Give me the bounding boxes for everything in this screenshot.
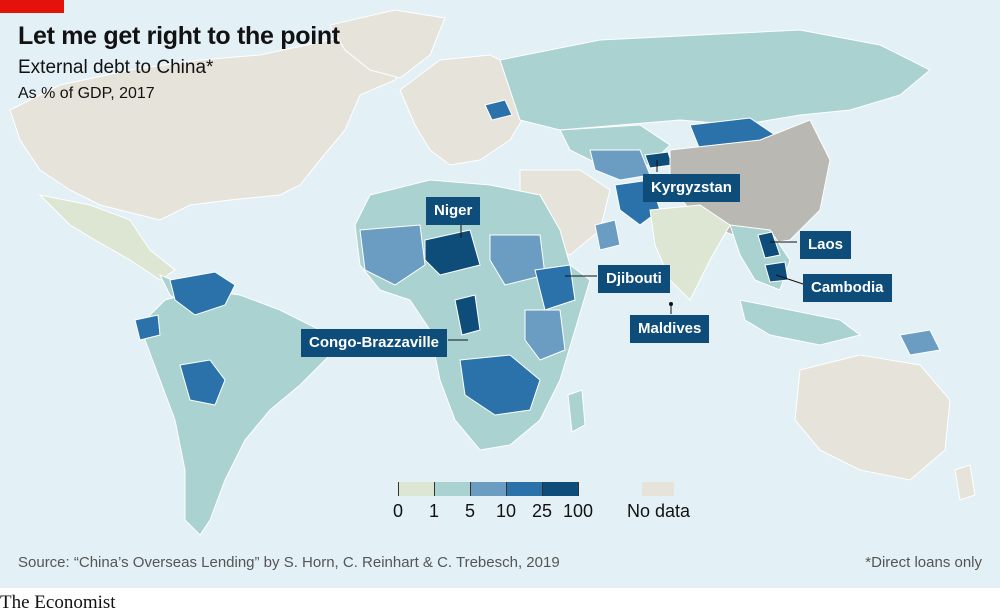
footnote: *Direct loans only	[865, 554, 982, 571]
legend-tick-label: 0	[392, 501, 404, 521]
legend-tick	[398, 482, 399, 496]
legend-tick-label: 5	[464, 501, 476, 521]
madagascar-island	[567, 389, 586, 433]
indonesia-islands	[739, 299, 862, 346]
east-africa-countries	[524, 309, 566, 361]
arabia-southeast-countries	[594, 219, 621, 251]
kyrgyzstan-label: Kyrgyzstan	[643, 174, 740, 202]
legend-tick-label: 25	[531, 501, 553, 521]
ecuador-country	[134, 314, 161, 341]
kyrgyzstan-country	[644, 151, 673, 169]
greenland-landmass	[329, 9, 446, 79]
russia-country	[499, 29, 931, 131]
legend-tick	[506, 482, 507, 496]
legend-swatch-1-5	[434, 482, 470, 496]
publisher-logo: The Economist	[0, 592, 116, 613]
bolivia-country	[179, 359, 226, 406]
legend-tick-label: 1	[428, 501, 440, 521]
brand-red-tab	[0, 0, 64, 13]
legend-tick	[578, 482, 579, 496]
australia-landmass	[794, 354, 951, 481]
congo-brazzaville-country	[454, 294, 481, 336]
legend-swatch-25-100	[542, 482, 578, 496]
belarus-country	[484, 99, 513, 121]
legend-no-data-swatch	[642, 482, 674, 496]
west-africa-countries	[359, 224, 426, 286]
niger-country	[424, 229, 481, 276]
legend-swatch-5-10	[470, 482, 506, 496]
central-southern-africa-countries	[459, 354, 541, 416]
color-legend: 0 1 5 10 25 100	[393, 482, 698, 522]
central-asia-countries	[589, 149, 651, 181]
mexico-country	[38, 194, 176, 281]
europe-landmass	[399, 54, 541, 166]
legend-swatch-0-1	[398, 482, 434, 496]
north-america-landmass	[9, 29, 411, 221]
legend-tick	[434, 482, 435, 496]
south-america-landmass	[144, 289, 331, 536]
djibouti-label: Djibouti	[598, 265, 670, 293]
congo-brazzaville-label: Congo-Brazzaville	[301, 329, 448, 357]
laos-country	[757, 231, 781, 259]
chart-subtitle: External debt to China*	[18, 57, 214, 78]
legend-tick	[542, 482, 543, 496]
world-map	[9, 9, 976, 536]
png-country	[899, 329, 941, 356]
new-zealand-landmass	[954, 464, 976, 501]
cambodia-leader-line	[775, 274, 807, 286]
legend-tick-label: 100	[562, 501, 594, 521]
source-note: Source: “China’s Overseas Lending” by S.…	[18, 554, 560, 571]
maldives-dot	[669, 302, 673, 306]
india-country	[649, 204, 731, 301]
maldives-label: Maldives	[630, 315, 710, 343]
legend-swatch-10-25	[506, 482, 542, 496]
venezuela-country	[169, 271, 236, 316]
niger-label: Niger	[426, 197, 481, 225]
legend-tick-label: 10	[495, 501, 517, 521]
cambodia-label: Cambodia	[803, 274, 892, 302]
sudan-region-countries	[489, 234, 546, 286]
legend-tick	[470, 482, 471, 496]
chart-unit: As % of GDP, 2017	[18, 85, 155, 102]
chart-title: Let me get right to the point	[18, 22, 340, 50]
laos-label: Laos	[800, 231, 852, 259]
legend-no-data-label: No data	[627, 501, 691, 521]
